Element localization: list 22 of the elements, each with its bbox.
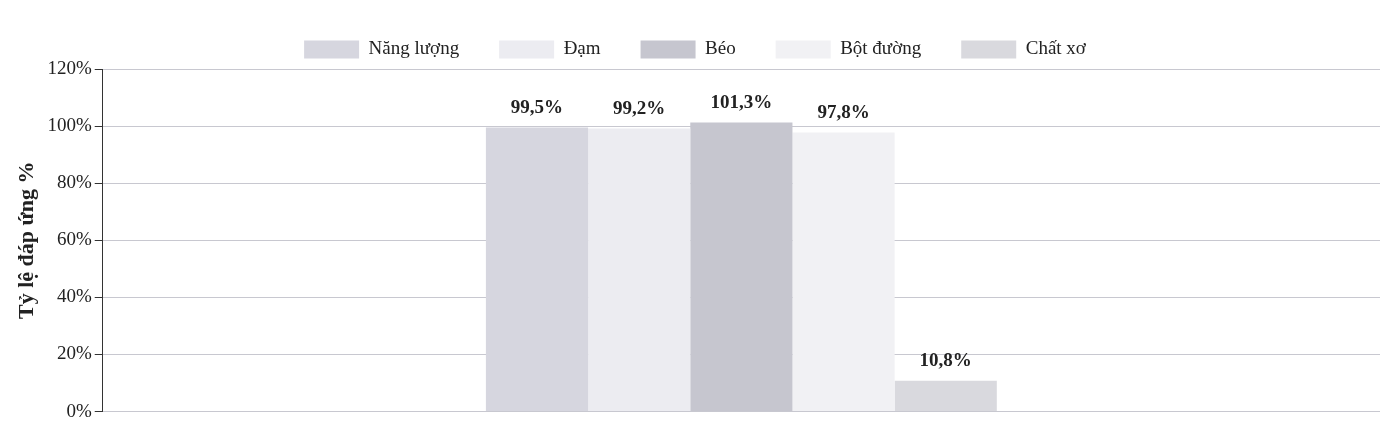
- data-label: 99,2%: [613, 96, 666, 118]
- y-tick-label: 100%: [47, 114, 92, 136]
- y-tick-label: 0%: [66, 399, 92, 421]
- y-tick-label: 20%: [56, 342, 92, 364]
- data-label: 101,3%: [710, 90, 773, 112]
- bar: [792, 132, 895, 412]
- data-label: 99,5%: [510, 95, 564, 117]
- bar: [588, 128, 691, 412]
- legend-label: Chất xơ: [1025, 37, 1087, 59]
- y-tick-label: 80%: [56, 171, 92, 193]
- y-tick-label: 60%: [56, 228, 92, 250]
- bar: [894, 380, 997, 412]
- bar: [485, 127, 589, 412]
- legend-label: Năng lượng: [368, 37, 460, 59]
- y-tick-label: 120%: [47, 56, 92, 78]
- legend-label: Béo: [705, 37, 736, 59]
- legend-label: Bột đường: [840, 37, 922, 59]
- data-label: 10,8%: [919, 349, 972, 371]
- data-label: 97,8%: [817, 100, 870, 122]
- y-tick-label: 40%: [56, 285, 92, 307]
- y-axis-title: Tỷ lệ đáp ứng %: [12, 161, 38, 320]
- legend-label: Đạm: [563, 37, 601, 59]
